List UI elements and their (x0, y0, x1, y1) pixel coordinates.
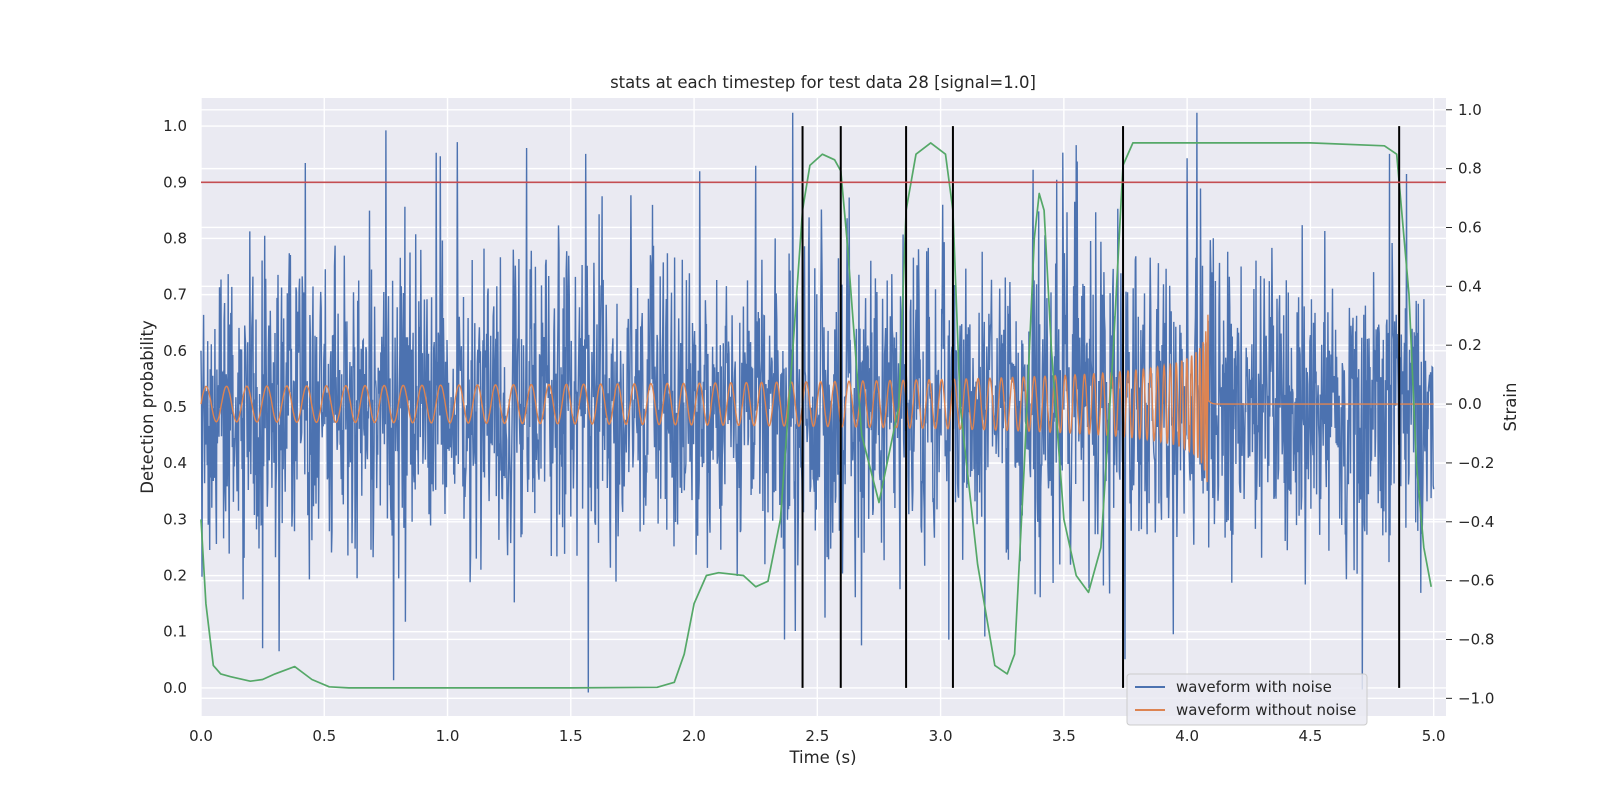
x-tick-label: 0.5 (312, 727, 336, 745)
legend-label-clean: waveform without noise (1176, 701, 1356, 719)
y2-tick-label: −0.6 (1458, 572, 1494, 590)
x-tick-label: 1.0 (436, 727, 460, 745)
line-detection-probability (200, 142, 1433, 689)
y2-tick-label: 0.2 (1458, 336, 1482, 354)
series-waveform-without-noise (200, 314, 1434, 483)
y-axis-label: Detection probability (138, 320, 157, 494)
y-tick-label: 0.1 (163, 623, 187, 641)
y2-tick-label: −0.8 (1458, 630, 1494, 648)
axis-ticks: 0.0 0.5 1.0 1.5 2.0 2.5 3.0 3.5 4.0 4.5 5.0 0.0 0.1 0… (163, 101, 1494, 745)
x-tick-label: 0.0 (189, 727, 213, 745)
y2-tick-label: 0.8 (1458, 160, 1482, 178)
series-detection-probability (200, 142, 1433, 689)
y2-tick-label: 1.0 (1458, 101, 1482, 119)
y2-tick-label: 0.6 (1458, 218, 1482, 236)
y-tick-label: 0.4 (163, 454, 187, 472)
x-tick-label: 1.5 (559, 727, 583, 745)
x-tick-label: 3.0 (929, 727, 953, 745)
chart-title: stats at each timestep for test data 28 … (610, 73, 1036, 92)
x-tick-label: 3.5 (1052, 727, 1076, 745)
y-tick-label: 0.9 (163, 173, 187, 191)
y2-tick-label: −1.0 (1458, 689, 1494, 707)
y2-tick-label: 0.0 (1458, 395, 1482, 413)
x-tick-label: 4.0 (1175, 727, 1199, 745)
y2-tick-label: −0.2 (1458, 454, 1494, 472)
y2-tick-label: −0.4 (1458, 513, 1494, 531)
y-tick-label: 0.2 (163, 567, 187, 585)
y-tick-label: 0.6 (163, 342, 187, 360)
y-tick-label: 0.5 (163, 398, 187, 416)
legend: waveform with noise waveform without noi… (1126, 673, 1368, 726)
y-tick-label: 0.0 (163, 679, 187, 697)
line-waveform-without-noise (200, 314, 1434, 483)
y-tick-label: 0.7 (163, 286, 187, 304)
x-tick-label: 2.5 (805, 727, 829, 745)
legend-label-noisy: waveform with noise (1176, 678, 1332, 696)
legend-box (1126, 673, 1368, 726)
y-tick-label: 0.3 (163, 510, 187, 528)
y2-tick-label: 0.4 (1458, 277, 1482, 295)
x-axis-label: Time (s) (788, 748, 856, 767)
line-waveform-with-noise (200, 112, 1435, 693)
detection-markers (801, 126, 1401, 688)
series-waveform-with-noise (200, 112, 1435, 693)
x-tick-label: 5.0 (1422, 727, 1446, 745)
y-tick-label: 0.8 (163, 229, 187, 247)
y2-axis-label: Strain (1501, 383, 1520, 432)
y-tick-label: 1.0 (163, 117, 187, 135)
x-tick-label: 2.0 (682, 727, 706, 745)
x-tick-label: 4.5 (1298, 727, 1322, 745)
